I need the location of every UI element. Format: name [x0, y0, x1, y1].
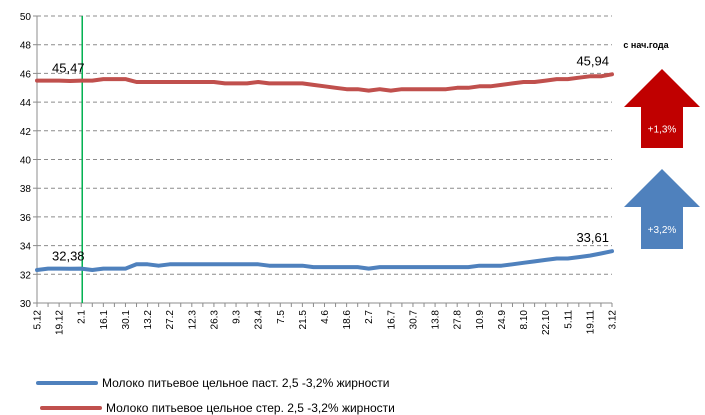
x-tick-label: 30.7 [408, 310, 419, 330]
x-tick-label: 16.1 [99, 310, 110, 330]
up-arrow-blue [624, 169, 700, 249]
y-tick-label: 32 [20, 270, 32, 281]
y-tick-label: 34 [20, 242, 32, 253]
series-line-past [35, 249, 614, 272]
x-tick-label: 2.7 [364, 310, 375, 324]
data-label-start: 45,47 [52, 61, 85, 76]
x-tick-label: 13.8 [431, 310, 442, 330]
y-axis-ticks: 30 32 34 36 38 40 42 44 46 48 50 [20, 12, 37, 310]
x-tick-label: 5.12 [33, 310, 44, 330]
x-tick-label: 12.3 [187, 310, 198, 330]
legend-swatch-ster [40, 406, 102, 410]
legend-label-past: Молоко питьевое цельное паст. 2,5 -3,2% … [102, 376, 390, 390]
y-tick-label: 36 [20, 213, 32, 224]
y-tick-label: 48 [20, 41, 32, 52]
x-tick-label: 21.5 [298, 310, 309, 330]
x-tick-label: 23.4 [254, 310, 265, 330]
x-tick-label: 30.1 [121, 310, 132, 330]
x-tick-label: 2.1 [77, 310, 88, 324]
x-tick-label: 13.2 [143, 310, 154, 330]
x-tick-label: 22.10 [541, 310, 552, 335]
x-tick-label: 8.10 [519, 310, 530, 330]
legend-item-past: Молоко питьевое цельное паст. 2,5 -3,2% … [36, 376, 389, 390]
x-axis-ticks: 5.12 19.12 2.1 16.1 30.1 13.2 27.2 12.3 26.3 9.3 2… [33, 303, 619, 335]
x-tick-label: 7.5 [276, 310, 287, 324]
x-tick-label: 24.9 [497, 310, 508, 330]
data-label-start: 32,38 [52, 249, 85, 264]
data-label-end: 33,61 [576, 230, 609, 245]
y-tick-label: 30 [20, 299, 32, 310]
x-tick-label: 27.8 [453, 310, 464, 330]
change-arrows: +1,3% +3,2% [624, 69, 700, 249]
up-arrow-red [624, 69, 700, 148]
x-tick-label: 19.12 [55, 310, 66, 335]
x-tick-label: 10.9 [475, 310, 486, 330]
x-tick-label: 9.3 [232, 310, 243, 324]
up-arrow-blue-label: +3,2% [648, 225, 677, 236]
data-labels: 32,38 33,61 45,47 45,94 [52, 53, 609, 263]
y-tick-label: 38 [20, 184, 32, 195]
x-tick-label: 19.11 [585, 310, 596, 335]
arrows-title: с нач.года [623, 40, 669, 50]
x-tick-label: 3.12 [608, 310, 619, 330]
y-tick-label: 46 [20, 69, 32, 80]
x-tick-label: 18.6 [342, 310, 353, 330]
up-arrow-red-label: +1,3% [648, 125, 677, 136]
data-label-end: 45,94 [576, 53, 609, 68]
legend-item-ster: Молоко питьевое цельное стер. 2,5 -3,2% … [40, 401, 395, 415]
y-tick-label: 42 [20, 127, 32, 138]
y-tick-label: 40 [20, 156, 32, 167]
legend-label-ster: Молоко питьевое цельное стер. 2,5 -3,2% … [106, 401, 395, 415]
x-tick-label: 5.11 [563, 310, 574, 329]
x-tick-label: 4.6 [320, 310, 331, 324]
y-tick-label: 44 [20, 98, 32, 109]
x-tick-label: 16.7 [386, 310, 397, 330]
legend-swatch-past [36, 381, 98, 385]
series-line-ster [35, 72, 614, 93]
x-tick-label: 26.3 [209, 310, 220, 330]
gridlines [37, 15, 612, 275]
series-lines [35, 16, 614, 303]
x-tick-label: 27.2 [165, 310, 176, 330]
y-tick-label: 50 [20, 12, 32, 23]
